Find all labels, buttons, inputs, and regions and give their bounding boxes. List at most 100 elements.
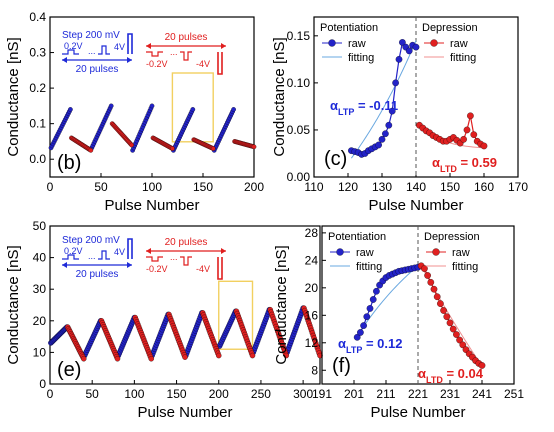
x-tick-label: 211 <box>376 387 395 401</box>
x-tick-label: 191 <box>312 387 332 401</box>
inset-ltd-pulse-count: 20 pulses <box>165 32 208 43</box>
panel-label: (b) <box>57 152 81 174</box>
legend-raw-marker <box>430 39 438 47</box>
inset-ltd-arrowhead-right <box>221 248 226 254</box>
alpha-value: = 0.12 <box>362 336 402 351</box>
y-tick-label: 0 <box>39 377 46 391</box>
x-tick-label: 170 <box>508 180 528 194</box>
ltd-point <box>81 355 87 362</box>
y-tick-label: 24 <box>305 253 319 267</box>
legend-fitting-label: fitting <box>356 261 382 273</box>
legend-raw-marker <box>328 39 336 47</box>
inset-ltp-dots: ... <box>88 46 96 56</box>
ltp-fit-curve <box>350 40 417 159</box>
y-axis-label: Conductance [nS] <box>273 245 290 364</box>
inset-ltp-pulse-small <box>62 49 79 55</box>
x-axis-label: Pulse Number <box>368 197 463 214</box>
legend-title: Potentiation <box>328 231 386 243</box>
ltd-point <box>114 355 121 362</box>
x-tick-label: 250 <box>251 387 271 401</box>
ltd-raw-point <box>421 265 428 272</box>
x-axis-label: Pulse Number <box>104 197 199 214</box>
alpha-label: αLTP = 0.12 <box>338 336 402 355</box>
ltp-point <box>231 107 236 112</box>
inset-ltp-start-voltage: 0.2V <box>64 41 83 51</box>
legend-fitting-label: fitting <box>452 261 478 273</box>
ltd-raw-point <box>443 313 451 321</box>
legend-raw-marker <box>336 248 344 256</box>
ltd-raw-point <box>433 293 441 301</box>
y-tick-label: 16 <box>305 308 319 322</box>
panel-e: Conductance [nS] 0 50 100 150 200 250 300 0 10 20 3… <box>5 219 323 421</box>
inset-ltp-start-voltage: 0.2V <box>64 246 83 256</box>
ltd-raw-point <box>430 285 438 293</box>
x-tick-label: 150 <box>193 180 213 194</box>
legend-raw-label: raw <box>348 38 366 50</box>
panel-b: Conductance [nS] 0 50 100 150 200 0.0 0.1 0.2 0.3… <box>5 10 264 214</box>
x-tick-label: 221 <box>408 387 428 401</box>
inset-ltp-pulse-count: 20 pulses <box>76 269 119 280</box>
inset-ltp-pulse-tall <box>127 238 133 259</box>
alpha-label: αLTD = 0.59 <box>432 155 497 174</box>
ltp-raw-point <box>369 296 377 303</box>
y-axis-label: Conductance [nS] <box>271 37 288 156</box>
ltp-raw-point <box>392 79 399 87</box>
ltp-raw-point <box>366 305 374 312</box>
alpha-label: αLTD = 0.04 <box>418 366 484 385</box>
ltd-raw-point <box>424 272 431 279</box>
x-tick-label: 251 <box>504 387 524 401</box>
alpha-symbol: α <box>330 98 338 113</box>
ltp-raw-point <box>353 333 361 341</box>
inset-ltd-end-voltage: -4V <box>196 59 210 69</box>
ltd-point <box>170 146 175 151</box>
y-tick-label: 50 <box>33 219 47 233</box>
inset-ltp-end-voltage: 4V <box>114 247 125 257</box>
panel-f: Conductance [nS] 191 201 211 221 231 241 251 8 12… <box>273 225 524 421</box>
alpha-value: = 0.59 <box>457 155 497 170</box>
inset-ltp-pulse-count: 20 pulses <box>76 64 119 75</box>
ltp-point <box>108 103 114 109</box>
ltp-raw-point <box>378 136 386 143</box>
inset-ltd-start-voltage: -0.2V <box>146 264 168 274</box>
panel-label: (e) <box>57 359 81 381</box>
legend-fitting-label: fitting <box>450 52 476 64</box>
ltd-raw-point <box>456 336 463 344</box>
ltd-raw-point <box>463 126 471 134</box>
ltp-raw-point <box>405 47 413 55</box>
x-tick-label: 140 <box>406 180 426 194</box>
ltd-raw-point <box>437 300 444 307</box>
legend-raw-label: raw <box>452 247 470 259</box>
x-tick-label: 150 <box>440 180 460 194</box>
ltp-raw-point <box>357 329 364 336</box>
panel-label: (c) <box>324 148 347 170</box>
x-axis-label: Pulse Number <box>370 404 465 421</box>
ltd-point <box>215 352 222 359</box>
ltd-point <box>148 355 154 362</box>
ltp-raw-point <box>388 107 396 115</box>
inset-ltp-step-label: Step 200 mV <box>62 30 120 41</box>
legend-raw-label: raw <box>450 38 468 50</box>
alpha-value: = 0.04 <box>443 366 484 381</box>
ltd-raw-point <box>467 112 474 120</box>
ltp-point <box>68 107 73 112</box>
inset-ltd-arrowhead-left <box>146 248 151 254</box>
ltp-raw-point <box>395 56 403 63</box>
y-tick-label: 28 <box>305 226 319 240</box>
y-tick-label: 0.05 <box>287 123 311 137</box>
ltd-point <box>182 354 188 360</box>
x-tick-label: 100 <box>142 180 162 194</box>
y-tick-label: 10 <box>33 345 47 359</box>
x-axis-label: Pulse Number <box>137 404 232 421</box>
inset-ltp-end-voltage: 4V <box>114 42 125 52</box>
ltd-point <box>88 147 94 153</box>
alpha-subscript: LTD <box>426 375 443 385</box>
ltd-raw-point <box>470 131 478 138</box>
ltd-point <box>251 144 257 150</box>
x-tick-label: 50 <box>86 387 100 401</box>
y-axis-label: Conductance [nS] <box>5 245 22 364</box>
legend-title: Potentiation <box>320 22 378 34</box>
ltd-point <box>249 352 256 359</box>
ltd-point <box>317 352 323 359</box>
inset-ltp-pulse-mid <box>98 250 110 260</box>
